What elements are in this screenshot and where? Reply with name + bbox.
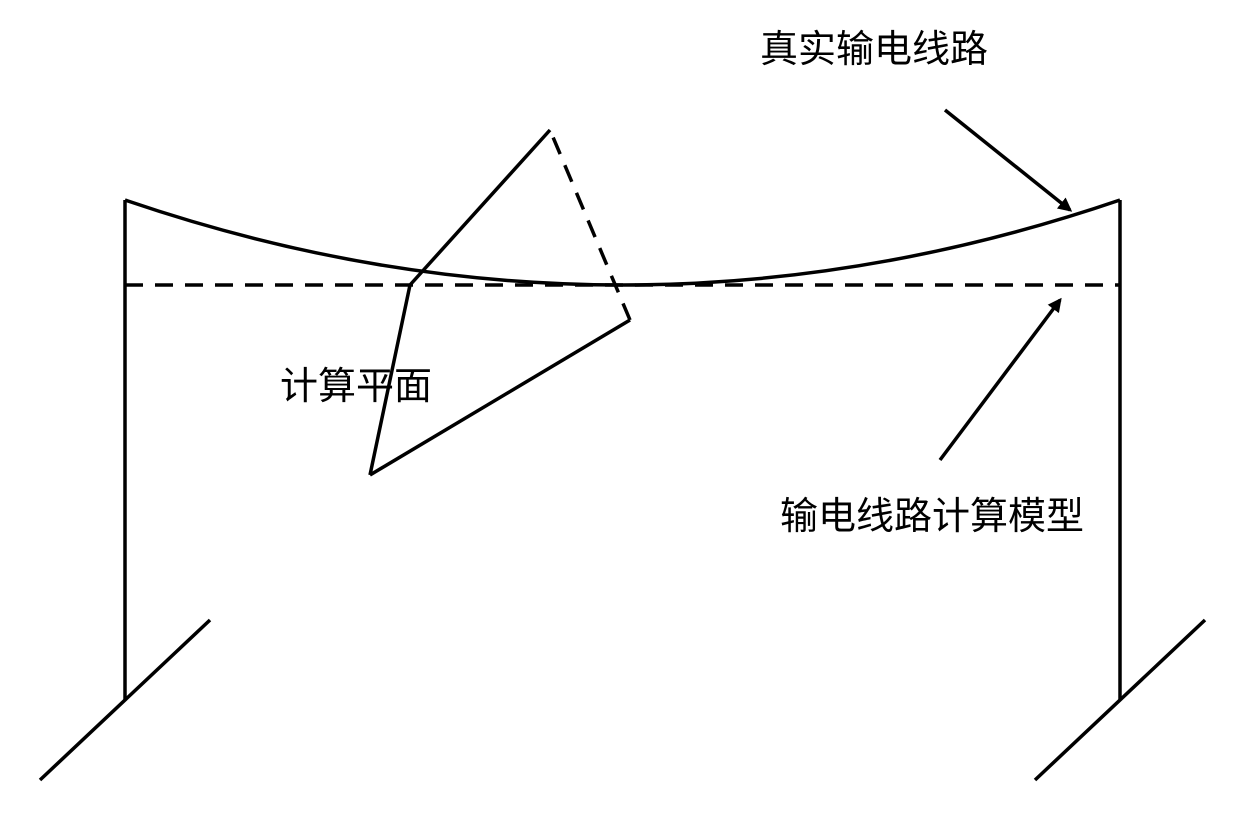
label-calculation-plane: 计算平面 bbox=[280, 355, 432, 410]
arrow-to-calc-model bbox=[940, 300, 1060, 460]
arrow-to-real-line bbox=[945, 110, 1070, 210]
real-transmission-line-curve bbox=[125, 200, 1120, 285]
transmission-line-diagram bbox=[0, 0, 1240, 815]
label-transmission-line-calc-model: 输电线路计算模型 bbox=[780, 485, 1084, 540]
plane-edge-top-left bbox=[410, 130, 550, 285]
label-real-transmission-line: 真实输电线路 bbox=[760, 18, 988, 73]
diagram-container bbox=[0, 0, 1240, 815]
plane-edge-back bbox=[550, 130, 630, 320]
